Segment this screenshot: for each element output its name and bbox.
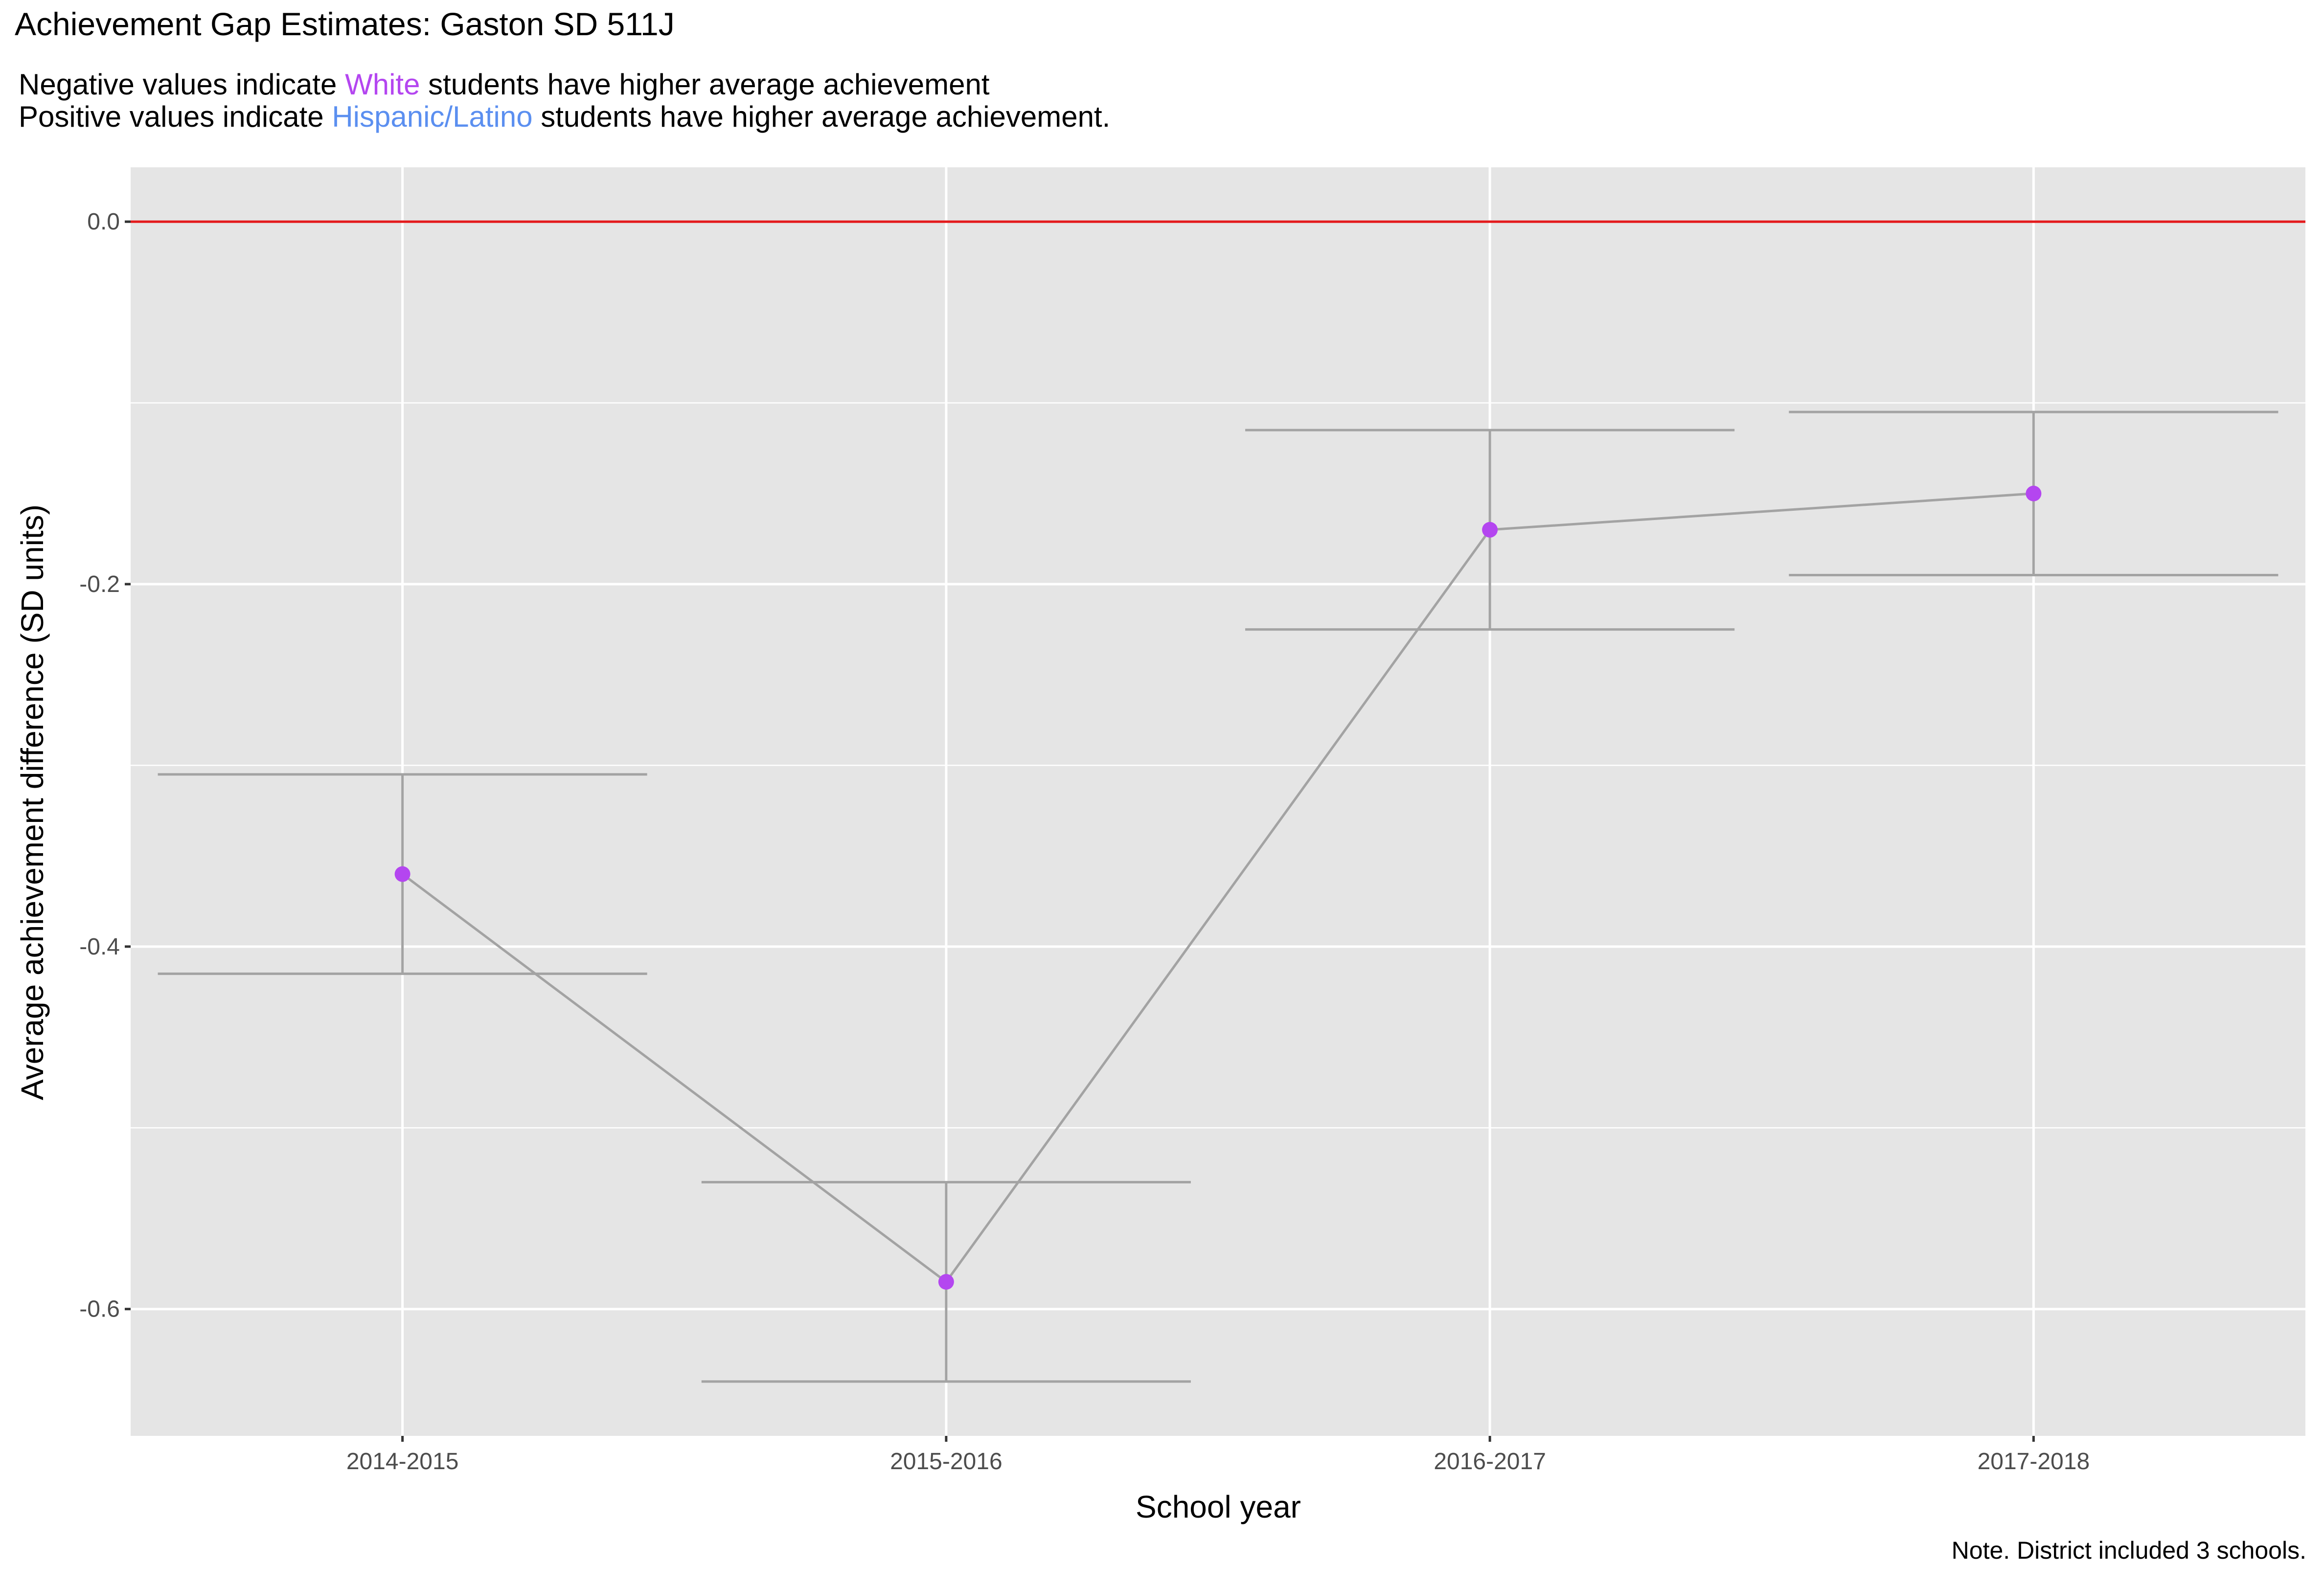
series-line bbox=[402, 492, 2034, 1284]
subtitle-line-2: Positive values indicate Hispanic/Latino… bbox=[19, 101, 1110, 133]
x-tick-label: 2015-2016 bbox=[890, 1449, 1003, 1475]
y-tick-label: -0.6 bbox=[79, 1296, 120, 1322]
data-point bbox=[938, 1274, 954, 1290]
x-tick-label: 2016-2017 bbox=[1434, 1449, 1546, 1475]
y-tick-label: 0.0 bbox=[87, 209, 120, 235]
x-tick-label: 2014-2015 bbox=[346, 1449, 459, 1475]
y-tick-label: -0.4 bbox=[79, 934, 120, 960]
subtitle-line-1-prefix: Negative values indicate bbox=[19, 68, 345, 101]
data-point bbox=[1482, 522, 1498, 538]
subtitle-white-label: White bbox=[345, 68, 420, 101]
subtitle-hispanic-label: Hispanic/Latino bbox=[332, 100, 533, 133]
chart-title: Achievement Gap Estimates: Gaston SD 511… bbox=[15, 6, 675, 42]
chart-note: Note. District included 3 schools. bbox=[1951, 1537, 2306, 1564]
subtitle-line-1: Negative values indicate White students … bbox=[19, 68, 1110, 101]
subtitle-line-2-prefix: Positive values indicate bbox=[19, 100, 332, 133]
y-axis-title: Average achievement difference (SD units… bbox=[15, 504, 50, 1100]
y-tick-label: -0.2 bbox=[79, 571, 120, 597]
y-axis-ticks: 0.0 -0.2 -0.4 -0.6 bbox=[79, 209, 131, 1322]
x-axis-title: School year bbox=[1136, 1489, 1301, 1524]
subtitle-line-2-suffix: students have higher average achievement… bbox=[532, 100, 1111, 133]
chart-subtitle: Negative values indicate White students … bbox=[19, 68, 1110, 133]
minor-gridlines bbox=[131, 402, 2305, 1129]
subtitle-line-1-suffix: students have higher average achievement bbox=[420, 68, 990, 101]
data-points bbox=[394, 485, 2042, 1290]
data-point bbox=[2026, 485, 2042, 501]
x-tick-label: 2017-2018 bbox=[1978, 1449, 2090, 1475]
x-axis-ticks: 2014-2015 2015-2016 2016-2017 2017-2018 bbox=[346, 1436, 2090, 1475]
data-point bbox=[394, 866, 410, 882]
plot-panel bbox=[131, 167, 2305, 1436]
